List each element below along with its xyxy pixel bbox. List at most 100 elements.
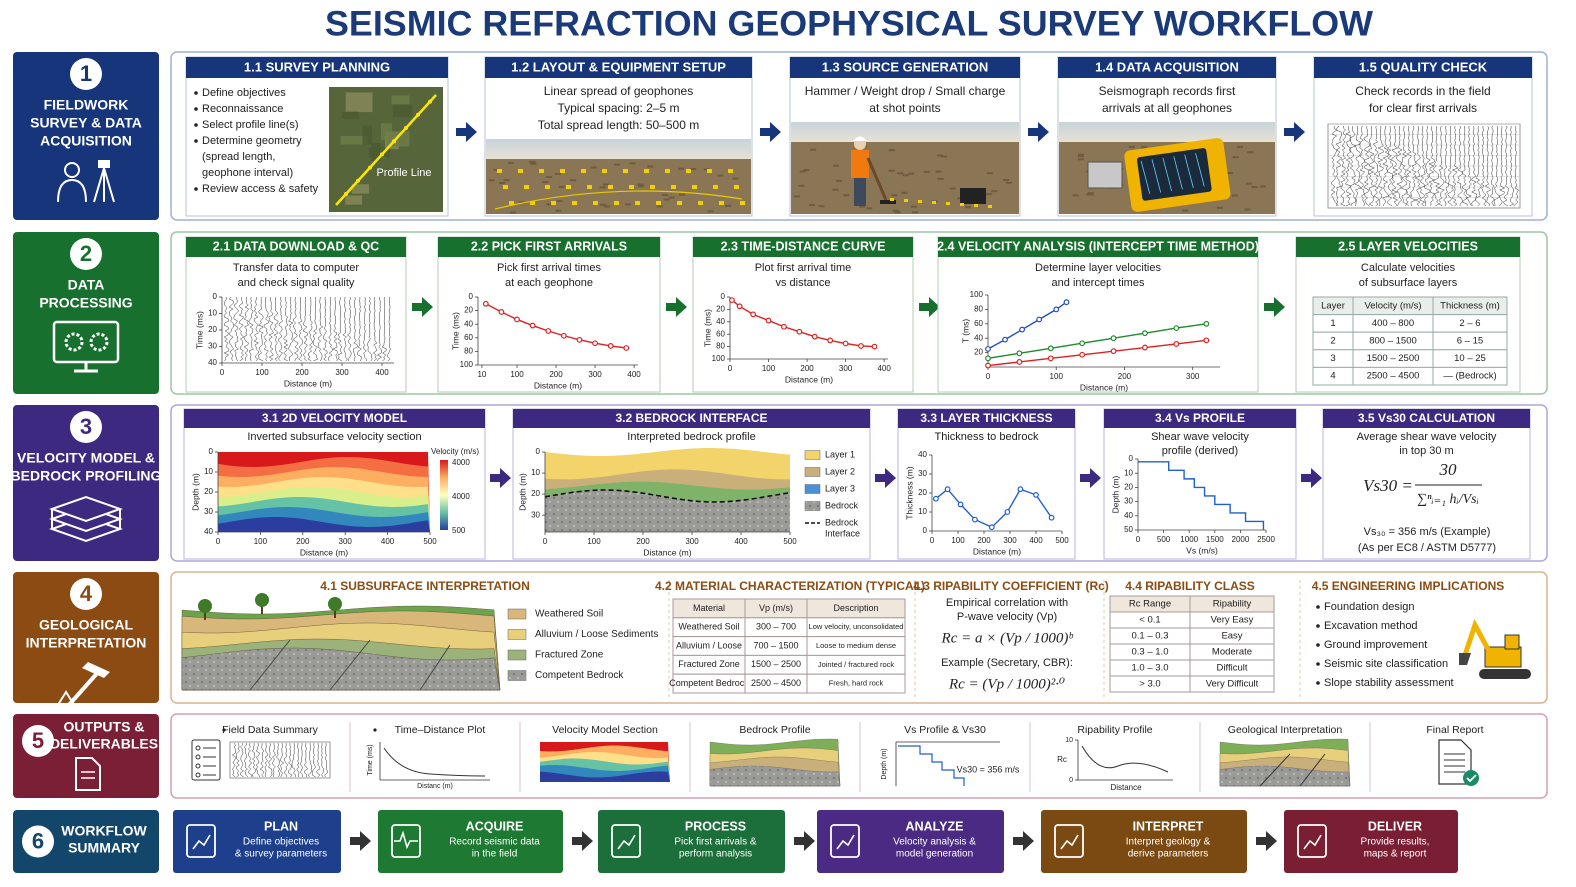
seismic-trace — [235, 742, 240, 778]
geophone — [530, 201, 535, 205]
table-text: 6 – 15 — [1457, 336, 1483, 347]
flow-arrow — [760, 122, 781, 142]
ground-texture — [732, 177, 739, 180]
table-text: 1.0 – 3.0 — [1132, 663, 1169, 674]
data-point — [1110, 335, 1117, 342]
seismic-trace — [1372, 125, 1380, 207]
step-text: Transfer data to computer — [233, 262, 359, 274]
y-tick-label: 10 — [1124, 468, 1133, 477]
x-tick-label: 300 — [839, 364, 853, 373]
data-point — [729, 297, 735, 304]
y-tick-label: 20 — [974, 348, 983, 357]
x-axis-label: Distance (m) — [284, 378, 332, 388]
ground-texture — [935, 170, 942, 173]
seismic-trace — [1396, 125, 1403, 207]
step-text: Average shear wave velocity — [1357, 431, 1497, 443]
colorbar — [440, 460, 448, 530]
axis-label: Depth (m) — [881, 748, 888, 779]
step-title: 2.4 VELOCITY ANALYSIS (INTERCEPT TIME ME… — [937, 239, 1259, 253]
screen-trace — [1140, 160, 1151, 195]
check — [195, 754, 201, 760]
data-point — [871, 343, 878, 350]
table-cell — [1189, 675, 1275, 693]
seismic-trace — [376, 296, 383, 362]
data-point — [607, 343, 614, 349]
table-header: Velocity (m/s) — [1364, 300, 1421, 311]
seismic-trace — [347, 296, 352, 362]
step-title: 1.2 LAYOUT & EQUIPMENT SETUP — [511, 59, 726, 74]
seismic-trace — [1335, 125, 1343, 207]
summary-title: ACQUIRE — [466, 819, 524, 833]
geophone — [344, 192, 348, 196]
seismic-trace — [1400, 125, 1408, 207]
x-tick-label: 300 — [339, 537, 353, 546]
table-text: Alluvium / Loose — [676, 640, 742, 650]
seismic-trace — [1438, 125, 1445, 207]
summary-text: Define objectives — [243, 837, 319, 848]
y-tick-label: 20 — [918, 488, 927, 497]
geophone — [551, 201, 556, 205]
seismic-trace — [275, 742, 281, 778]
axis-label: Distance — [1110, 783, 1142, 792]
x-tick-label: 400 — [1029, 536, 1043, 545]
geology-layer — [181, 647, 501, 691]
result-text: (As per EC8 / ASTM D5777) — [1358, 542, 1496, 554]
y-tick-label: 20 — [716, 305, 725, 314]
legend-swatch — [507, 670, 527, 681]
y-tick-label: 20 — [531, 489, 540, 498]
bullet-text: Define objectives — [202, 87, 286, 99]
x-tick-label: 400 — [627, 370, 641, 379]
step-text: Thickness to bedrock — [935, 431, 1039, 443]
seismic-trace — [1377, 125, 1385, 207]
seismic-trace — [1451, 125, 1459, 207]
ground-texture — [663, 198, 670, 201]
step-header — [1314, 57, 1532, 78]
y-tick-label: 40 — [464, 319, 473, 328]
x-tick-label: 400 — [877, 364, 891, 373]
geophone — [671, 185, 676, 189]
stage-label: PROCESSING — [39, 295, 132, 311]
bullet-text: Reconnaissance — [202, 103, 283, 115]
y-tick-label: 80 — [974, 305, 983, 314]
bullet — [1316, 662, 1320, 666]
seismic-trace — [279, 742, 285, 778]
hammer — [866, 157, 888, 201]
ground-texture — [629, 162, 636, 165]
ground-texture — [965, 206, 972, 209]
ground-texture — [1247, 151, 1254, 154]
summary-icon — [391, 824, 421, 858]
stage-box — [13, 572, 159, 703]
stage-badge — [70, 58, 102, 90]
field-patch — [345, 92, 373, 113]
data-line — [987, 323, 1207, 360]
field-patch — [391, 95, 410, 105]
x-tick-label: 0 — [986, 372, 991, 381]
screen-trace — [1184, 154, 1194, 188]
bedrock-interface — [544, 489, 791, 503]
data-point — [1017, 486, 1024, 493]
ground-texture — [936, 154, 943, 157]
geophone — [593, 201, 598, 205]
ground-texture — [902, 174, 909, 177]
ground-texture — [556, 200, 563, 203]
summary-box — [1041, 810, 1247, 873]
summary-title: INTERPRET — [1133, 819, 1204, 833]
seismic-trace — [1465, 125, 1472, 207]
ground-texture — [1006, 181, 1013, 184]
seismic-trace — [342, 296, 348, 362]
seismic-trace — [308, 742, 313, 778]
table-text: Fresh, hard rock — [829, 679, 884, 688]
flow-arrow — [572, 831, 593, 851]
ground-texture — [679, 193, 686, 196]
ground-texture — [1260, 185, 1267, 188]
ground-texture — [570, 179, 577, 182]
seismic-trace — [1443, 125, 1450, 207]
field-patch — [345, 195, 363, 205]
ground-texture — [911, 211, 918, 214]
geophone — [614, 201, 619, 205]
table-text: 1500 – 2500 — [1367, 353, 1420, 364]
report — [1438, 739, 1472, 785]
y-tick-label: 30 — [204, 507, 213, 516]
seismic-trace — [312, 296, 319, 362]
flow-arrow — [1013, 831, 1034, 851]
